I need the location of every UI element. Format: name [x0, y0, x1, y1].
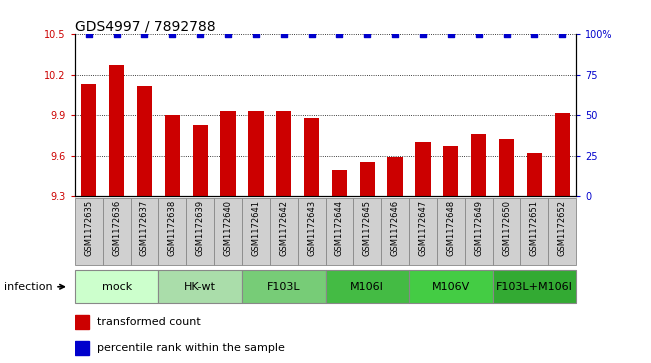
Text: GSM1172637: GSM1172637: [140, 200, 149, 256]
Bar: [409, 270, 493, 303]
Text: GSM1172650: GSM1172650: [502, 200, 511, 256]
Text: GSM1172643: GSM1172643: [307, 200, 316, 256]
Bar: [248, 111, 264, 196]
Text: GSM1172649: GSM1172649: [474, 200, 483, 256]
Bar: [270, 198, 298, 265]
Bar: [493, 198, 520, 265]
Bar: [75, 341, 89, 355]
Bar: [75, 198, 103, 265]
Point: [139, 32, 150, 37]
Bar: [527, 153, 542, 196]
Bar: [158, 270, 242, 303]
Point: [390, 32, 400, 37]
Point: [167, 32, 178, 37]
Bar: [326, 270, 409, 303]
Bar: [75, 270, 158, 303]
Text: F103L: F103L: [267, 282, 301, 292]
Bar: [158, 198, 186, 265]
Bar: [221, 111, 236, 196]
Bar: [276, 111, 292, 196]
Point: [362, 32, 372, 37]
Bar: [387, 157, 403, 196]
Bar: [242, 198, 270, 265]
Bar: [555, 113, 570, 196]
Bar: [381, 198, 409, 265]
Bar: [193, 125, 208, 196]
Bar: [409, 198, 437, 265]
Point: [445, 32, 456, 37]
Point: [334, 32, 344, 37]
Text: infection: infection: [4, 282, 64, 292]
Text: M106I: M106I: [350, 282, 384, 292]
Bar: [471, 134, 486, 196]
Text: GSM1172646: GSM1172646: [391, 200, 400, 256]
Text: mock: mock: [102, 282, 132, 292]
Bar: [298, 198, 326, 265]
Bar: [131, 198, 158, 265]
Text: GDS4997 / 7892788: GDS4997 / 7892788: [75, 19, 215, 33]
Text: GSM1172639: GSM1172639: [196, 200, 204, 256]
Bar: [493, 270, 576, 303]
Bar: [81, 84, 96, 196]
Point: [223, 32, 233, 37]
Text: GSM1172648: GSM1172648: [447, 200, 455, 256]
Text: GSM1172635: GSM1172635: [84, 200, 93, 256]
Bar: [242, 270, 326, 303]
Text: GSM1172644: GSM1172644: [335, 200, 344, 256]
Point: [83, 32, 94, 37]
Text: GSM1172651: GSM1172651: [530, 200, 539, 256]
Bar: [214, 198, 242, 265]
Text: F103L+M106I: F103L+M106I: [496, 282, 573, 292]
Text: percentile rank within the sample: percentile rank within the sample: [98, 343, 285, 353]
Text: GSM1172638: GSM1172638: [168, 200, 177, 256]
Bar: [465, 198, 493, 265]
Bar: [75, 315, 89, 329]
Bar: [103, 198, 131, 265]
Text: GSM1172642: GSM1172642: [279, 200, 288, 256]
Bar: [304, 118, 319, 196]
Bar: [359, 162, 375, 196]
Bar: [437, 198, 465, 265]
Point: [279, 32, 289, 37]
Bar: [548, 198, 576, 265]
Bar: [109, 65, 124, 196]
Bar: [499, 139, 514, 196]
Bar: [353, 198, 381, 265]
Bar: [137, 86, 152, 196]
Point: [473, 32, 484, 37]
Text: GSM1172645: GSM1172645: [363, 200, 372, 256]
Bar: [326, 198, 353, 265]
Bar: [415, 142, 430, 196]
Text: transformed count: transformed count: [98, 317, 201, 327]
Point: [251, 32, 261, 37]
Point: [501, 32, 512, 37]
Point: [195, 32, 206, 37]
Text: GSM1172636: GSM1172636: [112, 200, 121, 256]
Text: M106V: M106V: [432, 282, 470, 292]
Bar: [443, 146, 458, 196]
Bar: [165, 115, 180, 196]
Point: [418, 32, 428, 37]
Bar: [186, 198, 214, 265]
Bar: [332, 171, 347, 196]
Text: GSM1172652: GSM1172652: [558, 200, 567, 256]
Text: GSM1172641: GSM1172641: [251, 200, 260, 256]
Point: [529, 32, 540, 37]
Text: HK-wt: HK-wt: [184, 282, 216, 292]
Point: [307, 32, 317, 37]
Text: GSM1172640: GSM1172640: [223, 200, 232, 256]
Point: [557, 32, 568, 37]
Bar: [520, 198, 548, 265]
Point: [111, 32, 122, 37]
Text: GSM1172647: GSM1172647: [419, 200, 428, 256]
